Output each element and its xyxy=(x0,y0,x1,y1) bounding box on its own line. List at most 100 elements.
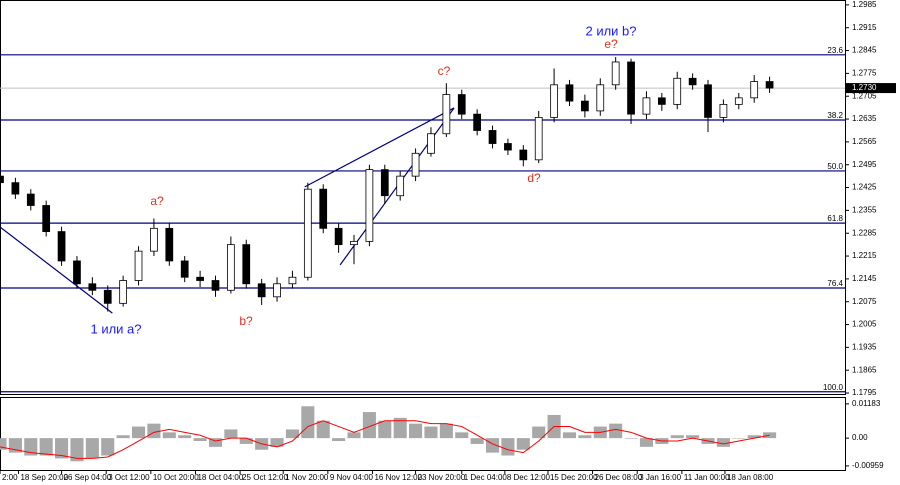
histogram-bar xyxy=(747,435,761,439)
y-tick-label: 1.1935 xyxy=(852,342,877,351)
candle-body xyxy=(488,130,497,144)
y-tick-label: 1.2075 xyxy=(852,297,877,306)
histogram-bar xyxy=(470,438,484,444)
y-tick-label: 1.2285 xyxy=(852,228,877,237)
candle-body xyxy=(165,227,174,262)
histogram-bar xyxy=(686,435,700,439)
candle-body xyxy=(288,276,297,285)
y-tick-label: 1.2985 xyxy=(852,0,877,9)
candle-body xyxy=(734,97,743,105)
histogram-bar xyxy=(455,432,469,439)
candle-body xyxy=(427,133,435,154)
y-tick-label: 1.2565 xyxy=(852,137,877,146)
histogram-bar xyxy=(270,438,284,447)
candle-body xyxy=(57,231,66,262)
candle-body xyxy=(396,175,405,197)
y-tick-label: 0.01183 xyxy=(852,399,881,408)
y-tick-label: 1.2355 xyxy=(852,205,877,214)
candle-body xyxy=(380,169,389,197)
candle-body xyxy=(750,81,759,99)
histogram-bar xyxy=(609,423,623,439)
candle-body xyxy=(457,94,466,115)
candle-body xyxy=(88,283,97,291)
oscillator-pane xyxy=(0,397,846,471)
x-tick-label: 15 Dec 20:00 xyxy=(550,473,598,482)
annotation: a? xyxy=(150,194,164,208)
histogram-bar xyxy=(732,438,746,439)
trend-line xyxy=(304,107,455,188)
x-tick-label: 3 Jan 16:00 xyxy=(639,473,681,482)
candle-body xyxy=(704,84,712,118)
histogram-bar xyxy=(501,438,515,456)
candle-body xyxy=(42,205,51,232)
candle-body xyxy=(442,94,451,135)
x-tick-label: 18 Sep 20:00 xyxy=(20,473,68,482)
y-tick-label: 1.2215 xyxy=(852,251,877,260)
candle-body xyxy=(334,227,343,246)
y-tick-label: 1.2145 xyxy=(852,274,877,283)
candle-body xyxy=(688,77,697,86)
candle-body xyxy=(642,97,651,115)
histogram-bar xyxy=(378,420,392,439)
x-tick-label: 18 Jan 08:00 xyxy=(727,473,774,482)
histogram-bar xyxy=(516,438,530,450)
candle-body xyxy=(596,84,605,112)
x-tick-label: 25 Oct 12:00 xyxy=(242,473,288,482)
x-tick-label: 8 Dec 12:00 xyxy=(507,473,551,482)
histogram-bar xyxy=(162,432,176,439)
x-tick-label: 3 Oct 12:00 xyxy=(108,473,150,482)
fib-level-label: 23.6 xyxy=(827,46,843,55)
annotation: 2 или b? xyxy=(585,23,636,38)
candle-body xyxy=(319,188,328,229)
histogram-bar xyxy=(131,426,146,439)
histogram-bar xyxy=(316,420,330,439)
annotation: d? xyxy=(527,171,541,185)
histogram-bar xyxy=(624,438,638,439)
trend-line xyxy=(0,226,113,314)
candle-body xyxy=(581,100,589,112)
histogram-bar xyxy=(193,438,207,442)
x-tick-label: 9 Nov 04:00 xyxy=(330,473,374,482)
candle-body xyxy=(611,61,620,86)
candle-body xyxy=(242,244,251,285)
y-tick-label: 1.2915 xyxy=(852,23,877,32)
y-tick-label: 1.2005 xyxy=(852,320,877,329)
candle-body xyxy=(303,188,312,278)
x-tick-label: 1 Nov 20:00 xyxy=(285,473,329,482)
histogram-bar xyxy=(347,432,361,439)
histogram-bar xyxy=(409,423,423,439)
fib-level-label: 50.0 xyxy=(827,162,843,171)
candle-body xyxy=(73,260,81,285)
fib-level-label: 61.8 xyxy=(827,214,843,223)
histogram-bar xyxy=(116,435,130,439)
x-tick-label: 18 Oct 04:00 xyxy=(197,473,243,482)
histogram-bar xyxy=(285,429,299,439)
y-tick-label: 1.1795 xyxy=(852,388,877,397)
candle-body xyxy=(180,260,189,278)
candle-body xyxy=(411,152,420,177)
candle-body xyxy=(26,193,35,206)
y-tick-label: 1.2775 xyxy=(852,68,877,77)
histogram-bar xyxy=(24,438,38,456)
y-tick-label: 1.1865 xyxy=(852,365,877,374)
candle-body xyxy=(11,182,20,195)
histogram-bar xyxy=(670,435,684,439)
candle-body xyxy=(273,283,281,298)
x-tick-label: 1 Dec 04:00 xyxy=(464,473,508,482)
candle-body xyxy=(504,143,512,151)
candle-body xyxy=(365,169,374,242)
fib-level-label: 38.2 xyxy=(827,111,843,120)
candle-body xyxy=(134,250,143,281)
y-tick-label: 1.2845 xyxy=(852,46,877,55)
histogram-bar xyxy=(39,438,53,456)
candle-body xyxy=(765,81,774,89)
annotation: 1 или a? xyxy=(90,321,141,336)
candle-body xyxy=(119,280,127,304)
histogram-bar xyxy=(332,438,346,442)
annotation: e? xyxy=(604,37,618,51)
candle-body xyxy=(196,276,204,281)
candle-body xyxy=(150,227,158,252)
histogram-bar xyxy=(439,423,453,439)
